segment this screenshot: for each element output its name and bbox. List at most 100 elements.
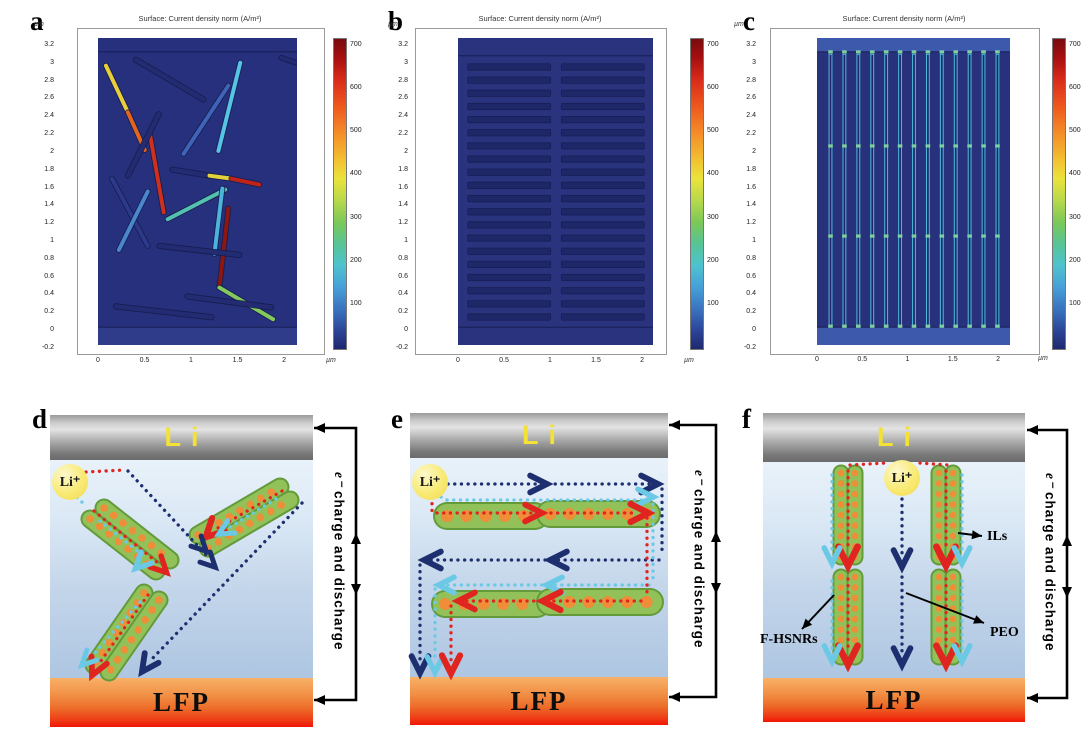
nanorod xyxy=(212,186,225,256)
ion-arrowhead-navy xyxy=(408,653,432,680)
y-tick-label: -0.2 xyxy=(41,343,54,351)
nanorod xyxy=(185,294,274,310)
horizontal-nanorod xyxy=(560,313,645,321)
schematic-drawing-f: ILs F-HSNRs PEO xyxy=(760,425,1072,703)
y-tick-label: 2 xyxy=(50,147,54,155)
horizontal-nanorod xyxy=(560,168,645,176)
x-axis-unit: µm xyxy=(326,357,336,364)
y-tick-label: 1.2 xyxy=(44,219,54,227)
horizontal-nanorod xyxy=(467,102,552,111)
ion-arrowhead-cyan xyxy=(540,574,565,596)
plot-title-c: Surface: Current density norm (A/m²) xyxy=(842,14,966,23)
bottom-band xyxy=(98,327,297,345)
ion-path-red xyxy=(96,593,150,667)
annotation-label: F-HSNRs xyxy=(760,632,818,647)
rod-junction xyxy=(911,144,917,148)
colorbar-ticks: 700 600 500 400 300 200 100 xyxy=(350,41,362,307)
y-tick-label: 1 xyxy=(50,236,54,244)
rod-junction xyxy=(953,234,959,238)
bottom-band xyxy=(817,327,1010,345)
nanorod xyxy=(133,57,206,102)
horizontal-nanorod xyxy=(467,194,552,203)
li-ion-label: Li⁺ xyxy=(59,474,81,490)
ion-arrowhead-cyan xyxy=(951,643,973,668)
horizontal-nanorod xyxy=(467,129,552,137)
y-tick-label: 0.4 xyxy=(746,290,756,298)
colorbar-tick-label: 200 xyxy=(1069,256,1081,264)
rod-junction xyxy=(995,50,1000,54)
ion-arrowhead-navy xyxy=(543,548,570,572)
li-ion-badge: Li⁺ xyxy=(412,464,448,500)
circuit-arrowhead-up xyxy=(351,533,361,544)
colorbar-tick-label: 400 xyxy=(1069,170,1081,178)
y-tick-label: 1.4 xyxy=(44,201,54,209)
electron-symbol: e⁻ xyxy=(692,469,707,485)
ion-arrowhead-cyan xyxy=(821,545,843,570)
nanorod xyxy=(103,63,130,115)
panel-f: f Li LFP ILs F-HSNRs PEO Li⁺ e⁻ charge and … xyxy=(730,405,1089,733)
li-electrode: Li xyxy=(763,413,1025,462)
colorbar-tick-label: 200 xyxy=(350,256,362,264)
rod-junction xyxy=(911,234,917,238)
rod-junction xyxy=(981,144,986,148)
ion-arrowhead-red xyxy=(522,501,549,525)
ion-arrowhead-red xyxy=(835,642,861,673)
ion-path-red xyxy=(92,509,160,565)
horizontal-nanorod xyxy=(467,221,552,229)
rod-junction xyxy=(897,324,903,328)
nanorod-particles xyxy=(90,589,148,669)
ion-path-red xyxy=(214,489,284,531)
circuit-arrowhead-top xyxy=(669,420,680,430)
y-tick-label: 3 xyxy=(404,58,408,66)
rod-junction xyxy=(869,144,875,148)
y-tick-label: 0.2 xyxy=(746,308,756,316)
y-tick-label: 1.8 xyxy=(746,165,756,173)
y-tick-label: 1.2 xyxy=(398,219,408,227)
li-ion-label: Li⁺ xyxy=(891,470,913,486)
colorbar-ticks: 700 600 500 400 300 200 100 xyxy=(1069,41,1081,307)
y-tick-label: 1.4 xyxy=(746,201,756,209)
electron-symbol: e⁻ xyxy=(1043,472,1058,488)
ion-arrowhead-navy xyxy=(188,533,211,556)
y-axis-ticks: 3.2 3 2.8 2.6 2.4 2.2 2 1.8 1.6 1.4 1.2 1 0.8 0.6 0.4 0… xyxy=(382,41,408,351)
y-tick-label: 0.8 xyxy=(44,254,54,262)
horizontal-nanorod xyxy=(467,76,552,84)
rod-junction xyxy=(967,234,972,238)
lfp-electrode-label: LFP xyxy=(153,687,210,717)
y-tick-label: -0.2 xyxy=(743,343,756,351)
colorbar-tick-label: 700 xyxy=(707,41,719,48)
x-tick-label: 0.5 xyxy=(139,357,150,364)
y-tick-label: 1.6 xyxy=(398,183,408,191)
ion-path-navy xyxy=(126,469,210,559)
rod-junction xyxy=(897,50,903,54)
ion-arrowhead-red xyxy=(933,543,959,574)
horizontal-nanorod xyxy=(467,89,552,97)
y-tick-label: 2.6 xyxy=(746,94,756,102)
x-tick-label: 0 xyxy=(815,356,819,363)
x-axis-unit: µm xyxy=(1038,355,1048,362)
charge-discharge-text: charge and discharge xyxy=(691,488,707,649)
nanorod-particles xyxy=(105,596,163,676)
ion-path-red xyxy=(918,461,950,467)
electron-symbol: e⁻ xyxy=(332,471,347,487)
circuit-arrowhead-down xyxy=(711,583,721,594)
nanorod xyxy=(165,187,228,222)
colorbar-tick-label: 600 xyxy=(707,84,719,92)
panel-b: b Surface: Current density norm (A/m²) µ… xyxy=(380,5,725,405)
nanorod xyxy=(217,206,231,290)
y-tick-label: 2.8 xyxy=(44,76,54,84)
nanorod xyxy=(116,189,150,252)
rod-junction xyxy=(939,234,945,238)
ion-arrowhead-navy xyxy=(417,548,444,572)
charge-discharge-label: e⁻ charge and discharge xyxy=(328,433,350,689)
x-tick-label: 2 xyxy=(996,356,1000,363)
rod-junction xyxy=(925,50,931,54)
horizontal-nanorod xyxy=(467,208,552,216)
ion-arrowhead-cyan xyxy=(635,486,660,508)
rod-junction xyxy=(828,144,833,148)
charge-discharge-text: charge and discharge xyxy=(1042,491,1058,652)
y-tick-label: 0.2 xyxy=(398,308,408,316)
horizontal-nanorod xyxy=(467,313,552,321)
x-tick-label: 1.5 xyxy=(947,356,958,363)
li-ion-label: Li⁺ xyxy=(419,474,441,490)
